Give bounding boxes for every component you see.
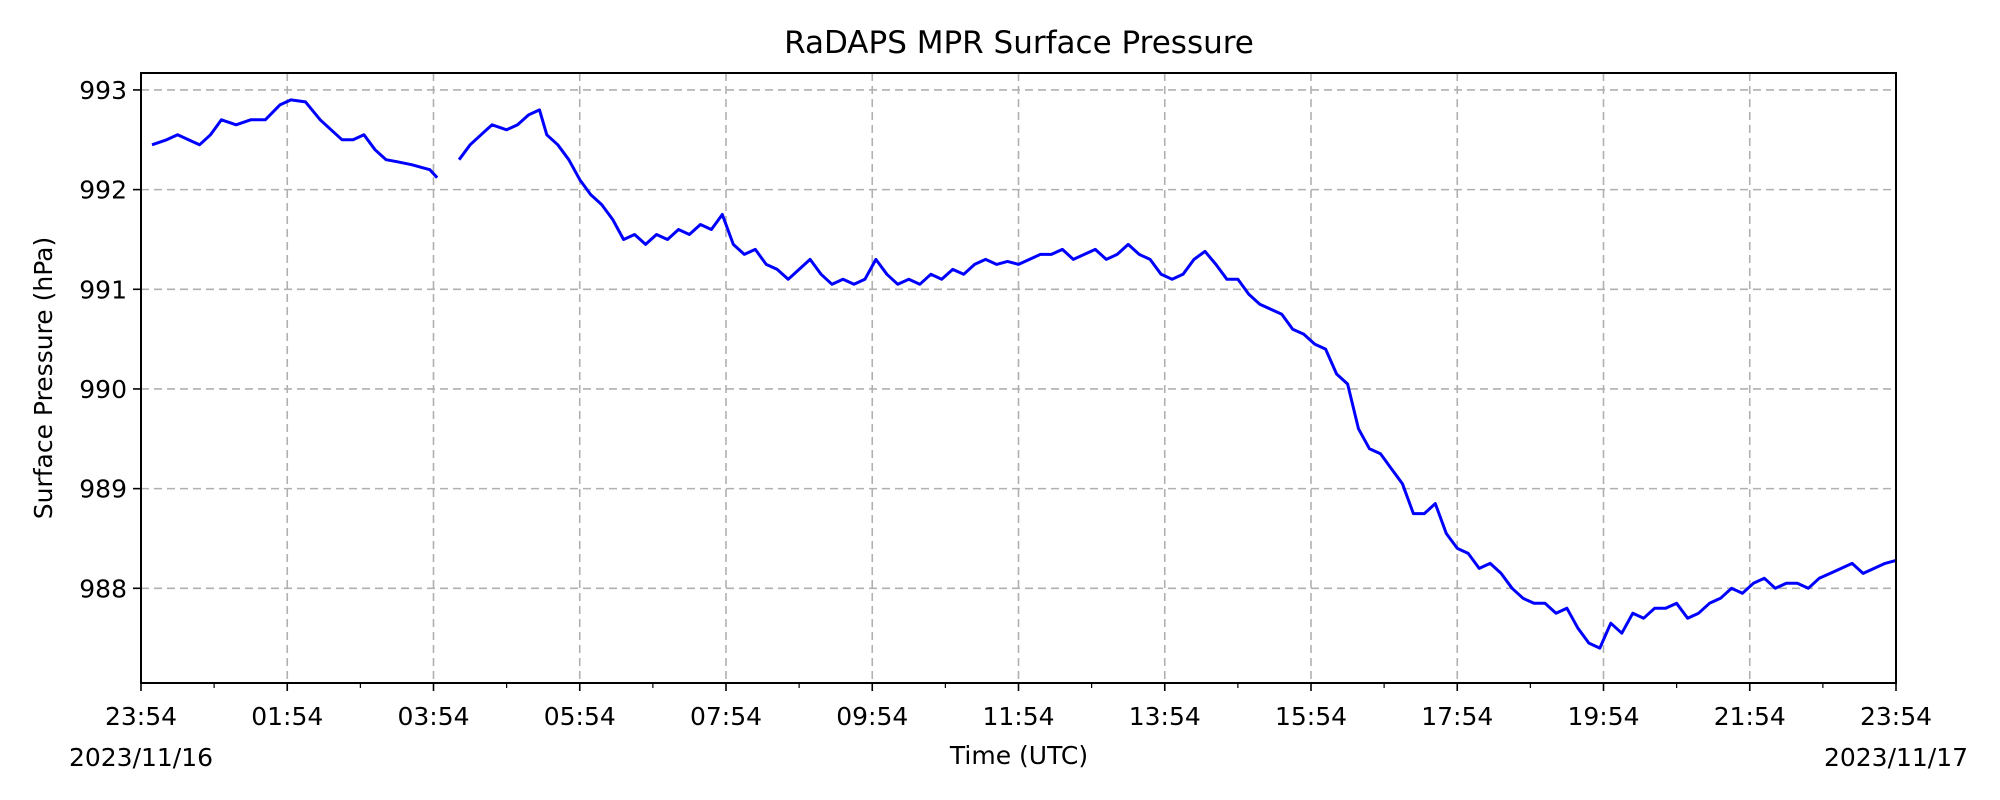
x-tick-label: 23:54 bbox=[1860, 702, 1932, 731]
x-tick-label: 11:54 bbox=[982, 702, 1054, 731]
y-axis: 988 989 990 991 992 993 bbox=[79, 76, 141, 603]
x-tick-label: 13:54 bbox=[1129, 702, 1201, 731]
x-tick-label: 19:54 bbox=[1567, 702, 1639, 731]
y-tick-label: 988 bbox=[79, 574, 127, 603]
x-axis-label: Time (UTC) bbox=[949, 741, 1088, 770]
x-tick-label: 03:54 bbox=[397, 702, 469, 731]
x-tick-date-label: 2023/11/17 bbox=[1824, 743, 1968, 772]
x-tick-label: 07:54 bbox=[690, 702, 762, 731]
y-tick-label: 993 bbox=[79, 76, 127, 105]
x-tick-label: 21:54 bbox=[1714, 702, 1786, 731]
y-tick-label: 991 bbox=[79, 275, 127, 304]
x-tick-label: 17:54 bbox=[1421, 702, 1493, 731]
pressure-series-line bbox=[151, 98, 439, 179]
x-tick-label: 15:54 bbox=[1275, 702, 1347, 731]
grid-lines bbox=[141, 73, 1896, 683]
x-tick-label: 01:54 bbox=[251, 702, 323, 731]
y-tick-label: 992 bbox=[79, 176, 127, 205]
y-tick-label: 989 bbox=[79, 475, 127, 504]
chart-title: RaDAPS MPR Surface Pressure bbox=[784, 25, 1254, 61]
x-tick-date-label: 2023/11/16 bbox=[69, 743, 213, 772]
series-layer bbox=[151, 98, 1897, 650]
y-tick-label: 990 bbox=[79, 375, 127, 404]
x-tick-label: 09:54 bbox=[836, 702, 908, 731]
x-axis: 23:54 2023/11/16 01:54 03:54 05:54 07:54 09:54… bbox=[69, 683, 1968, 772]
x-tick-label: 23:54 bbox=[105, 702, 177, 731]
y-axis-label: Surface Pressure (hPa) bbox=[29, 237, 58, 520]
x-tick-label: 05:54 bbox=[544, 702, 616, 731]
pressure-series-line bbox=[457, 108, 1897, 650]
